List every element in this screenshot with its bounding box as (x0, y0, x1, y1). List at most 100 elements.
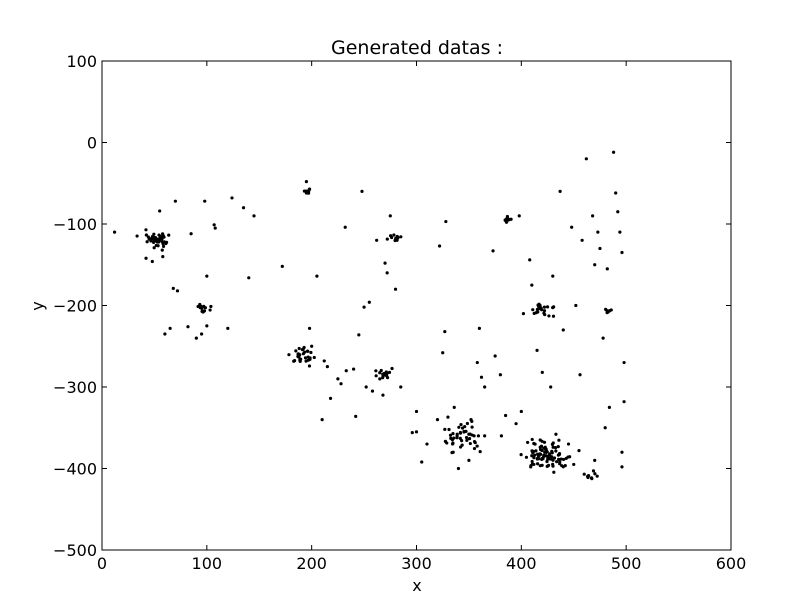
data-point (307, 326, 312, 330)
y-tick-label: −500 (53, 541, 97, 560)
data-point (448, 433, 453, 437)
data-point (553, 446, 558, 450)
data-point (536, 454, 541, 458)
data-point (375, 238, 379, 242)
data-point (307, 364, 312, 368)
data-point (557, 457, 561, 462)
data-point (551, 274, 555, 278)
data-point (591, 469, 596, 473)
data-point (352, 367, 356, 371)
data-point (563, 463, 567, 468)
data-point (435, 418, 440, 422)
data-point (160, 232, 165, 236)
data-point (157, 238, 162, 242)
data-point (452, 405, 456, 409)
data-point (410, 431, 414, 435)
data-point (574, 303, 578, 308)
y-tick-label: −300 (53, 378, 97, 397)
data-point (603, 426, 607, 430)
data-point (472, 439, 477, 444)
data-point (446, 415, 450, 419)
data-point (298, 358, 302, 362)
data-point (534, 311, 538, 315)
x-tick-label: 0 (97, 554, 107, 573)
y-tick-label: −400 (53, 460, 97, 479)
data-point (542, 440, 547, 444)
data-point (460, 439, 464, 443)
data-point (554, 432, 558, 436)
data-point (535, 457, 539, 461)
data-point (532, 456, 536, 460)
data-point (616, 210, 620, 214)
data-point (294, 349, 298, 353)
data-point (443, 329, 447, 334)
data-point (458, 445, 463, 449)
data-point (542, 453, 546, 457)
y-axis-label: y (28, 301, 47, 310)
scatter-points (112, 150, 626, 481)
data-point (517, 214, 521, 218)
data-point (539, 306, 543, 310)
data-point (300, 348, 305, 352)
data-point (414, 409, 419, 414)
x-axis: 0 100 200 300 400 500 600 (97, 61, 746, 573)
data-point (595, 474, 599, 478)
data-point (530, 437, 534, 442)
data-point (385, 371, 389, 376)
data-point (476, 434, 481, 438)
data-point (202, 304, 206, 308)
data-point (538, 464, 542, 468)
data-point (472, 446, 477, 451)
data-point (303, 350, 307, 354)
data-point (186, 325, 190, 329)
data-point (534, 449, 538, 453)
data-point (591, 214, 595, 218)
data-point (528, 258, 532, 262)
data-point (622, 360, 626, 365)
data-point (420, 460, 424, 464)
x-tick-label: 200 (296, 554, 327, 573)
data-point (153, 236, 157, 240)
data-point (150, 259, 154, 264)
data-point (388, 214, 392, 218)
data-point (230, 196, 234, 200)
data-point (604, 307, 608, 311)
data-point (519, 453, 523, 457)
data-point (203, 199, 207, 203)
data-point (154, 243, 158, 248)
data-point (145, 240, 149, 244)
data-point (498, 373, 502, 377)
data-point (144, 256, 148, 260)
data-point (336, 377, 340, 381)
data-point (551, 464, 555, 468)
data-point (171, 286, 175, 290)
data-point (535, 462, 540, 466)
data-point (530, 283, 534, 287)
data-point (542, 309, 547, 313)
data-point (580, 238, 584, 242)
data-point (562, 457, 566, 462)
data-point (469, 418, 473, 422)
data-point (339, 382, 343, 386)
data-point (374, 374, 378, 378)
data-point (189, 232, 193, 236)
data-point (531, 451, 535, 455)
data-point (607, 309, 612, 313)
data-point (161, 244, 166, 248)
data-point (173, 199, 177, 203)
data-point (328, 396, 333, 401)
data-point (514, 422, 518, 426)
data-point (551, 445, 555, 449)
data-point (465, 438, 469, 442)
data-point (620, 250, 624, 255)
data-point (550, 442, 555, 446)
data-point (149, 239, 153, 243)
data-point (547, 314, 551, 318)
data-point (360, 189, 364, 193)
data-point (390, 366, 394, 371)
data-point (304, 191, 309, 195)
data-point (475, 360, 479, 365)
data-point (212, 223, 216, 227)
data-point (293, 359, 297, 363)
data-point (550, 449, 554, 453)
